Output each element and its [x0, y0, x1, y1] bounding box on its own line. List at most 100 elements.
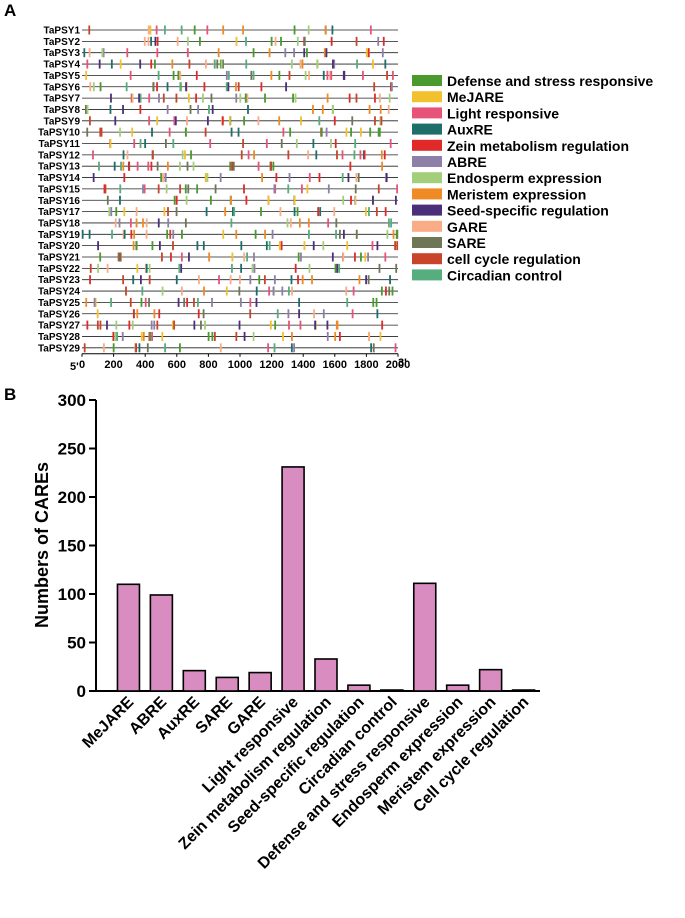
cis-element-mark [362, 70, 364, 80]
cis-element-mark [278, 241, 281, 251]
cis-element-mark [379, 331, 382, 341]
cis-element-mark [235, 93, 238, 103]
cis-element-mark [319, 207, 322, 217]
cis-element-mark [257, 161, 260, 171]
legend-swatch [412, 237, 442, 248]
cis-element-mark [323, 48, 326, 58]
cis-element-mark [245, 195, 248, 205]
cis-element-mark [123, 229, 126, 239]
cis-element-mark [225, 82, 228, 92]
cis-element-mark [342, 70, 345, 80]
cis-element-mark [186, 297, 189, 307]
cis-element-mark [132, 309, 135, 319]
cis-element-mark [222, 59, 224, 69]
cis-element-mark [99, 82, 102, 92]
cis-element-mark [312, 139, 315, 148]
cis-element-mark [106, 195, 109, 205]
cis-element-mark [232, 161, 235, 171]
x-tick-label: 1000 [228, 359, 252, 371]
cis-element-mark [126, 150, 129, 160]
cis-element-mark [235, 82, 237, 92]
cis-element-mark [288, 173, 291, 183]
cis-element-mark [161, 252, 163, 262]
cis-element-mark [243, 184, 245, 194]
cis-element-mark [275, 173, 278, 183]
cis-element-mark [123, 207, 126, 217]
cis-element-mark [209, 195, 212, 205]
cis-element-mark [298, 297, 301, 307]
cis-element-mark [203, 286, 205, 296]
cis-element-mark [293, 48, 296, 58]
cis-element-mark [94, 297, 97, 307]
cis-element-mark [199, 36, 201, 46]
gene-label: TaPSY22 [38, 264, 80, 275]
cis-element-mark [110, 297, 112, 307]
x-tick-label: 0 [79, 359, 85, 371]
cis-element-mark [142, 218, 144, 228]
cis-element-mark [193, 297, 195, 307]
cis-element-mark [158, 241, 161, 251]
cis-element-mark [148, 263, 151, 273]
cis-element-mark [171, 59, 174, 69]
cis-element-mark [240, 150, 243, 160]
legend-label: Zein metabolism regulation [447, 138, 629, 154]
cis-element-mark [184, 184, 187, 194]
cis-element-mark [378, 263, 381, 273]
cis-element-mark [179, 82, 182, 92]
cis-element-mark [145, 229, 148, 239]
cis-element-mark [166, 161, 169, 171]
x-tick-label: 1200 [259, 359, 283, 371]
gene-label: TaPSY25 [38, 298, 80, 309]
bar [314, 658, 338, 692]
cis-element-mark [300, 116, 302, 126]
cis-element-mark [331, 25, 334, 35]
cis-element-mark [146, 343, 149, 353]
cis-element-mark [110, 59, 113, 69]
cis-element-mark [186, 36, 189, 46]
cis-element-mark [390, 82, 392, 92]
cis-element-mark [121, 331, 124, 341]
cis-element-mark [181, 229, 183, 239]
cis-element-mark [139, 59, 142, 69]
x-tick-label: 1400 [291, 359, 315, 371]
cis-element-mark [258, 275, 261, 285]
legend-label: Circadian control [447, 267, 562, 283]
cis-element-mark [177, 70, 180, 80]
cis-element-mark [322, 70, 325, 80]
cis-element-mark [342, 229, 345, 239]
cis-element-mark [359, 127, 362, 137]
cis-element-mark [122, 150, 125, 160]
cis-element-mark [341, 150, 344, 160]
cis-element-mark [385, 173, 388, 183]
cis-element-mark [380, 286, 383, 296]
cis-element-mark [184, 127, 187, 137]
cis-element-mark [346, 241, 349, 251]
cis-element-mark [307, 150, 310, 160]
cis-element-mark [282, 331, 284, 341]
x-tick-label: 1600 [323, 359, 347, 371]
cis-element-mark [129, 297, 132, 307]
cis-element-mark [231, 252, 234, 262]
cis-element-mark [334, 263, 337, 273]
cis-element-mark [249, 309, 252, 319]
cis-element-mark [92, 82, 95, 92]
cis-element-mark [239, 93, 242, 103]
bar [412, 582, 437, 692]
cis-element-mark [142, 184, 144, 194]
cis-element-mark [156, 36, 159, 46]
cis-element-mark [255, 286, 258, 296]
cis-element-mark [175, 93, 178, 103]
cis-element-mark [301, 275, 304, 285]
cis-element-mark [122, 104, 124, 114]
cis-element-mark [103, 343, 105, 353]
cis-element-mark [307, 218, 310, 228]
gene-label: TaPSY14 [38, 173, 80, 184]
cis-element-mark [381, 320, 384, 330]
cis-element-mark [384, 59, 387, 69]
cis-element-mark [116, 331, 118, 341]
gene-label: TaPSY26 [38, 309, 80, 320]
cis-element-mark [255, 297, 258, 307]
bar [380, 689, 404, 692]
cis-element-mark [293, 195, 296, 205]
cis-element-mark [254, 229, 257, 239]
